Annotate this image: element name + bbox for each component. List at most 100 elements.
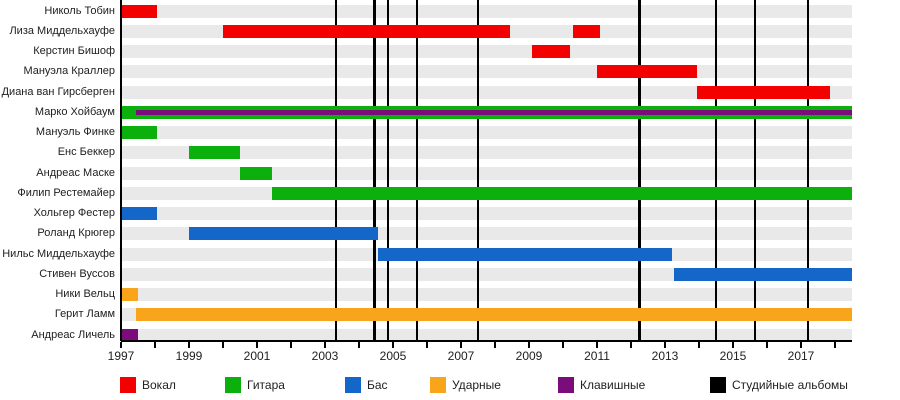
member-name-label: Хольгер Фестер <box>33 207 115 219</box>
axis-tick-label: 2007 <box>447 349 475 363</box>
axis-tick <box>562 342 564 348</box>
guitar-legend-swatch <box>225 377 241 393</box>
membership-bar <box>272 186 852 200</box>
member-name-label: Стивен Вуссов <box>39 267 115 280</box>
membership-bar <box>573 24 601 38</box>
row-track <box>121 45 852 58</box>
axis-tick-label: 2017 <box>787 349 815 363</box>
axis-tick-label: 2001 <box>243 349 271 363</box>
membership-bar <box>189 146 240 160</box>
row-track <box>121 166 852 180</box>
row-track <box>121 146 852 160</box>
axis-tick <box>256 342 258 348</box>
member-name-label: Андреас Личель <box>31 328 115 341</box>
membership-bar <box>240 166 273 180</box>
album-release-line <box>714 0 718 341</box>
axis-tick <box>664 342 666 348</box>
membership-bar <box>223 24 511 38</box>
axis-tick-label: 2011 <box>584 349 610 363</box>
member-name-label: Филип Рестемайер <box>17 186 115 199</box>
membership-bar <box>121 4 157 18</box>
member-name-label: Керстин Бишоф <box>33 45 115 57</box>
member-name-label: Марко Хойбаум <box>34 105 115 118</box>
axis-tick <box>528 342 530 348</box>
axis-tick-label: 1997 <box>107 349 135 363</box>
axis-tick <box>120 342 122 348</box>
axis-tick <box>766 342 768 348</box>
axis-tick <box>392 342 394 348</box>
timeline-plot <box>121 0 852 342</box>
album-release-line <box>476 0 480 341</box>
member-name-label: Лиза Миддельхауфе <box>9 24 115 37</box>
row-track <box>121 65 852 79</box>
axis-tick <box>358 342 360 348</box>
membership-bar <box>136 308 852 322</box>
membership-bar <box>136 109 852 115</box>
legend-label: Бас <box>367 378 388 392</box>
axis-tick <box>426 342 428 348</box>
axis-tick <box>800 342 802 348</box>
album-release-line <box>806 0 810 341</box>
member-name-label: Андреас Маске <box>36 166 115 179</box>
membership-bar <box>673 267 852 281</box>
axis-tick-label: 2009 <box>515 349 543 363</box>
album-release-line <box>638 0 641 341</box>
row-track <box>121 126 852 139</box>
membership-bar <box>121 328 138 342</box>
row-track <box>121 207 852 220</box>
member-name-label: Нильс Миддельхауфе <box>2 247 115 260</box>
member-name-label: Енс Беккер <box>57 146 115 159</box>
membership-bar <box>377 247 672 261</box>
membership-bar <box>597 65 698 79</box>
membership-bar <box>121 207 157 220</box>
bass-legend-swatch <box>345 377 361 393</box>
legend-label: Вокал <box>142 378 176 392</box>
axis-tick <box>698 342 700 348</box>
axis-tick <box>630 342 632 348</box>
row-track <box>121 4 852 18</box>
vocals-legend-swatch <box>120 377 136 393</box>
drums-legend-swatch <box>430 377 446 393</box>
membership-bar <box>189 227 378 241</box>
row-track <box>121 288 852 301</box>
axis-tick <box>596 342 598 348</box>
row-track <box>121 267 852 281</box>
axis-tick <box>732 342 734 348</box>
axis-tick-label: 2003 <box>311 349 339 363</box>
axis-tick <box>154 342 156 348</box>
member-name-label: Мануэль Финке <box>35 126 115 138</box>
membership-bar <box>532 45 570 58</box>
keyboards-legend-swatch <box>558 377 574 393</box>
albums-legend-swatch <box>710 377 726 393</box>
legend-label: Гитара <box>247 378 285 392</box>
legend-label: Студийные альбомы <box>732 378 848 392</box>
album-release-line <box>415 0 419 341</box>
axis-tick-label: 2015 <box>719 349 747 363</box>
axis-tick <box>290 342 292 348</box>
y-axis-line <box>120 0 122 341</box>
axis-tick-label: 2013 <box>651 349 679 363</box>
membership-bar <box>697 85 830 99</box>
legend-label: Клавишные <box>580 378 646 392</box>
album-release-line <box>373 0 376 341</box>
membership-bar <box>121 288 138 301</box>
axis-tick <box>324 342 326 348</box>
member-name-label: Мануэла Краллер <box>23 65 115 78</box>
axis-tick <box>222 342 224 348</box>
legend-label: Ударные <box>452 378 501 392</box>
axis-tick <box>188 342 190 348</box>
row-track <box>121 328 852 342</box>
member-name-label: Ники Вельц <box>55 288 115 300</box>
axis-tick-label: 1999 <box>175 349 203 363</box>
axis-tick-label: 2005 <box>379 349 407 363</box>
album-release-line <box>334 0 338 341</box>
member-name-label: Диана ван Гирсберген <box>1 85 115 98</box>
axis-tick <box>494 342 496 348</box>
axis-tick <box>834 342 836 348</box>
member-name-label: Николь Тобин <box>44 4 115 17</box>
member-name-label: Роланд Крюгер <box>37 227 115 240</box>
row-track <box>121 85 852 99</box>
x-axis-line <box>121 340 852 342</box>
